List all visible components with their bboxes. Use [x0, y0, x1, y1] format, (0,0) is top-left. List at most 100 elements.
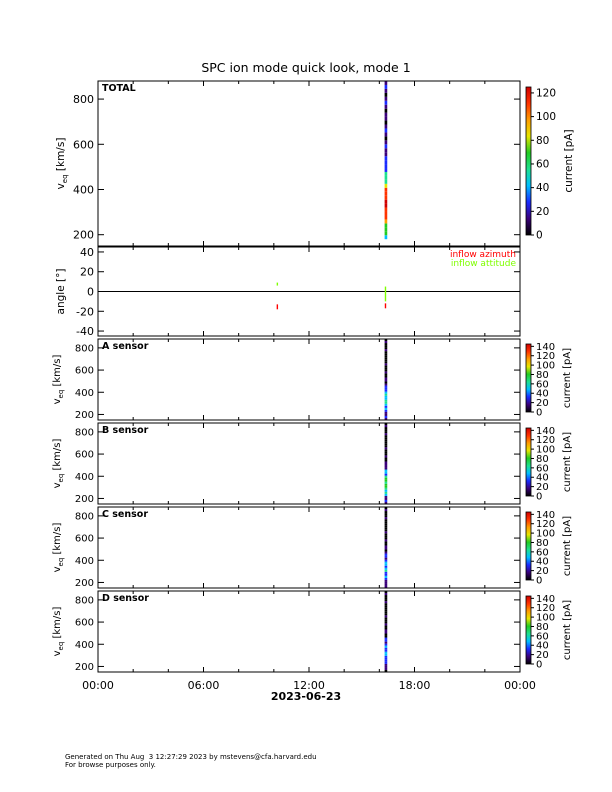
spectrum-cell	[384, 511, 388, 514]
spectrum-cell	[384, 459, 388, 462]
spectrum-cell	[384, 347, 388, 350]
spectrum-cell	[384, 199, 388, 204]
spectrum-cell	[384, 663, 388, 666]
spectrum-cell	[384, 603, 388, 606]
colorbar-tick-label: 60	[536, 379, 549, 390]
colorbar-tick-label: 60	[536, 631, 549, 642]
panel-total: 200 400 600 800 veq [km/s] TOTAL 0 20 40 60 80 100 1…	[55, 80, 575, 247]
ytick-label: 200	[73, 229, 94, 242]
ytick-label: 600	[75, 618, 94, 629]
spectrum-cell	[384, 156, 388, 161]
colorbar-tick-label: 80	[536, 370, 549, 381]
spectrum-cell	[384, 465, 388, 468]
colorbar-tick-label: 0	[536, 492, 542, 503]
panel-label: TOTAL	[102, 83, 136, 94]
spectrum-cell	[384, 451, 388, 454]
spectrum-cell	[384, 397, 388, 400]
spectrum-cell	[384, 140, 388, 145]
colorbar-tick-label: 60	[536, 158, 549, 170]
spectrum-cell	[384, 187, 388, 192]
colorbar-tick-label: 0	[536, 660, 542, 671]
colorbar	[525, 595, 532, 665]
spectrum-cell	[384, 463, 388, 466]
colorbar-tick-label: 140	[536, 594, 555, 605]
spectrum-cell	[384, 545, 388, 548]
spectrum-cell	[384, 601, 388, 604]
spectrum-cell	[384, 395, 388, 398]
spectrum-cell	[384, 179, 388, 184]
ylabel: veq [km/s]	[52, 355, 65, 405]
spectrum-cell	[384, 132, 388, 137]
spectrum-cell	[384, 487, 388, 490]
colorbar-tick-label: 100	[536, 445, 555, 456]
ytick-label: 200	[75, 494, 94, 505]
colorbar-tick-label: 40	[536, 182, 549, 194]
colorbar-label: current [pA]	[562, 600, 573, 660]
colorbar-tick-label: 0	[536, 408, 542, 419]
spectrum-cell	[384, 349, 388, 352]
colorbar-tick-label: 100	[536, 111, 556, 123]
spectrum-cell	[384, 377, 388, 380]
ytick-label: -20	[76, 305, 94, 318]
spectrum-cell	[384, 92, 388, 97]
spectrum-cell	[384, 643, 388, 646]
ytick-label: -40	[76, 325, 94, 338]
spectrum-cell	[384, 449, 388, 452]
spectrum-cell	[384, 341, 388, 344]
spectrum-cell	[384, 475, 388, 478]
ytick-label: 600	[73, 138, 94, 151]
ytick-label: 200	[75, 410, 94, 421]
spectrum-cell	[384, 551, 388, 554]
spectrum-cell	[384, 493, 388, 496]
spectrum-cell	[384, 531, 388, 534]
spectrum-cell	[384, 379, 388, 382]
colorbar	[525, 511, 532, 581]
spectrum-cell	[384, 124, 388, 129]
spectrum-cell	[384, 108, 388, 113]
spectrum-cell	[384, 623, 388, 626]
xtick-label: 18:00	[399, 679, 431, 692]
colorbar-label: current [pA]	[563, 129, 575, 192]
spectrum-cell	[384, 529, 388, 532]
xtick-label: 00:00	[504, 679, 536, 692]
ytick-label: 200	[75, 578, 94, 589]
colorbar-tick-label: 40	[536, 473, 549, 484]
footer-note: For browse purposes only.	[65, 761, 156, 769]
panel-frame	[97, 80, 521, 247]
ytick-label: 800	[75, 427, 94, 438]
spectrum-cell	[384, 669, 388, 672]
colorbar-tick-label: 120	[536, 435, 555, 446]
spectrum-cell	[384, 495, 388, 498]
spectrum-cell	[384, 631, 388, 634]
spectrum-cell	[384, 369, 388, 372]
spectrum-cell	[384, 81, 388, 85]
spectrum-cell	[384, 521, 388, 524]
spectrum-cell	[384, 88, 388, 93]
spectrum-cell	[384, 415, 388, 418]
spectrum-cell	[384, 361, 388, 364]
spectrum-cell	[384, 477, 388, 480]
spectrum-cell	[384, 569, 388, 572]
colorbar-tick-label: 120	[536, 519, 555, 530]
spectrum-cell	[384, 579, 388, 582]
spectrum-cell	[384, 355, 388, 358]
colorbar-tick-label: 40	[536, 557, 549, 568]
spectrum-cell	[384, 621, 388, 624]
spectrum-cell	[384, 565, 388, 568]
colorbar-tick-label: 20	[536, 650, 549, 661]
spectrum-cell	[384, 401, 388, 404]
spectrum-cell	[384, 617, 388, 620]
spectrum-cell	[384, 445, 388, 448]
colorbar-tick-label: 140	[536, 342, 555, 353]
spectrum-cell	[384, 583, 388, 586]
spectrum-cell	[384, 629, 388, 632]
spectrum-cell	[384, 453, 388, 456]
spectrum-cell	[384, 481, 388, 484]
colorbar	[525, 427, 532, 497]
spectrum-cell	[384, 525, 388, 528]
colorbar	[525, 86, 532, 236]
spectrum-cell	[384, 223, 388, 228]
spectrum-cell	[384, 573, 388, 576]
